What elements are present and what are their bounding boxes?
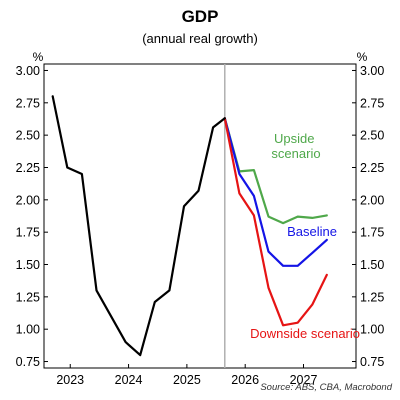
y-tick-label-right: 2.50 <box>360 129 384 143</box>
chart-subtitle: (annual real growth) <box>142 31 258 46</box>
y-tick-label-left: 0.75 <box>16 355 40 369</box>
source-note: Source: ABS, CBA, Macrobond <box>260 382 392 393</box>
actual-series-line <box>51 95 226 357</box>
y-tick-label-right: 1.00 <box>360 323 384 337</box>
upside-label-line-1: Upside <box>274 131 314 146</box>
baseline-series-line <box>223 117 328 267</box>
y-tick-label-right: 3.00 <box>360 64 384 78</box>
plot-area <box>43 63 357 369</box>
x-tick-label: 2025 <box>173 373 201 387</box>
y-tick-label-left: 2.00 <box>16 193 40 207</box>
upside-label-line-2: scenario <box>271 146 320 161</box>
upside-series-line <box>223 117 328 225</box>
downside-series-line <box>223 117 328 327</box>
y-tick-label-right: 1.50 <box>360 258 384 272</box>
y-axis-right: 3.00 2.75 2.50 2.25 2.00 1.75 1.50 1.25 1.00 0.75 <box>352 64 384 369</box>
y-unit-left: % <box>33 50 44 64</box>
y-tick-label-left: 2.25 <box>16 161 40 175</box>
y-tick-label-left: 3.00 <box>16 64 40 78</box>
plot-frame <box>43 63 357 369</box>
y-tick-label-right: 2.75 <box>360 96 384 110</box>
upside-label: Upside scenario <box>271 131 320 161</box>
x-tick-label: 2024 <box>115 373 143 387</box>
downside-label: Downside scenario <box>250 326 360 341</box>
y-tick-label-right: 2.25 <box>360 161 384 175</box>
x-tick-label: 2023 <box>56 373 84 387</box>
y-tick-label-left: 1.00 <box>16 323 40 337</box>
x-axis: 2023 2024 2025 2026 2027 <box>56 364 317 387</box>
y-tick-label-right: 1.25 <box>360 290 384 304</box>
baseline-label: Baseline <box>287 224 337 239</box>
y-unit-right: % <box>357 50 368 64</box>
y-tick-label-left: 1.25 <box>16 290 40 304</box>
y-axis-left: 3.00 2.75 2.50 2.25 2.00 1.75 1.50 1.25 1.00 0.75 <box>16 64 48 369</box>
y-tick-label-left: 1.75 <box>16 226 40 240</box>
chart-title: GDP <box>182 7 219 26</box>
y-tick-label-left: 1.50 <box>16 258 40 272</box>
y-tick-label-left: 2.50 <box>16 129 40 143</box>
y-tick-label-right: 2.00 <box>360 193 384 207</box>
y-tick-label-right: 0.75 <box>360 355 384 369</box>
x-tick-label: 2027 <box>290 373 318 387</box>
y-tick-label-right: 1.75 <box>360 226 384 240</box>
y-tick-label-left: 2.75 <box>16 96 40 110</box>
x-tick-label: 2026 <box>231 373 259 387</box>
